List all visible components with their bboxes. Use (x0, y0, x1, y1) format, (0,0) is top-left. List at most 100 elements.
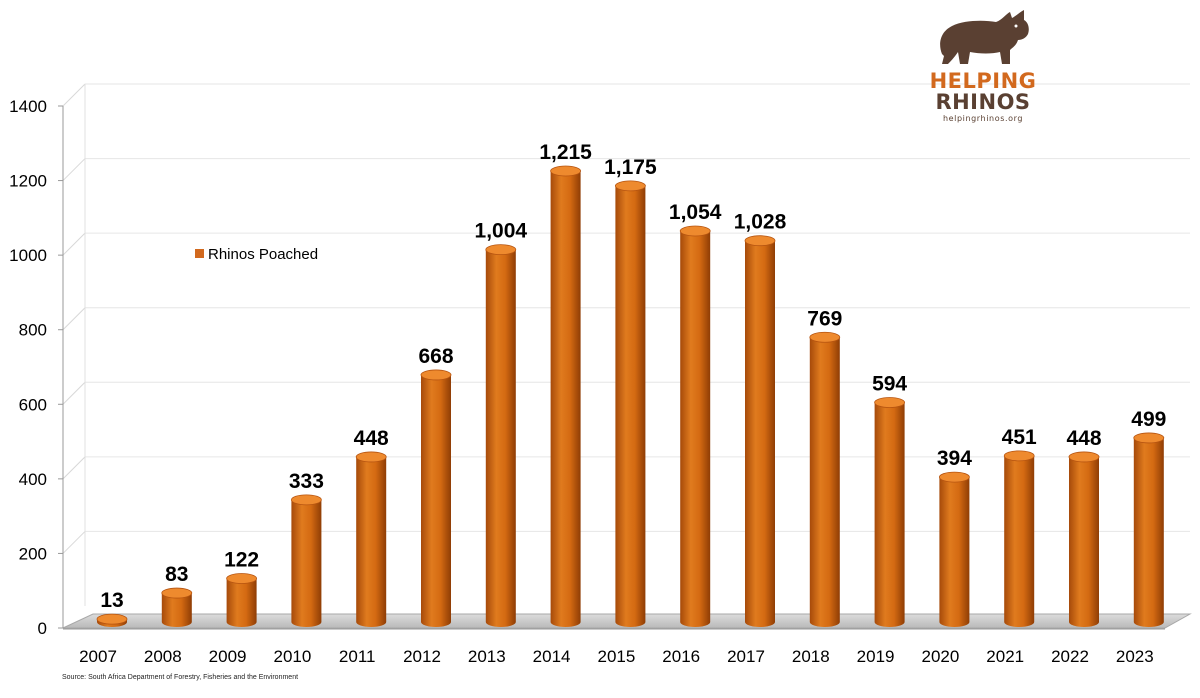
data-label: 394 (937, 447, 972, 470)
data-label: 668 (418, 345, 453, 368)
gridline-diagonal (62, 232, 86, 256)
source-note: Source: South Africa Department of Fores… (62, 674, 299, 681)
bar-body (745, 240, 775, 627)
data-label: 333 (289, 470, 324, 493)
bar (744, 235, 776, 627)
bar-body (680, 231, 711, 627)
x-tick-label: 2009 (209, 647, 247, 666)
bar (1133, 432, 1165, 627)
bar-top (226, 573, 258, 584)
bar (290, 494, 322, 627)
logo-word-helping: HELPING (929, 69, 1037, 93)
y-tick-label: 600 (19, 395, 47, 414)
data-label: 1,054 (669, 201, 722, 224)
bar-body (1004, 455, 1035, 627)
data-label: 448 (1066, 427, 1101, 450)
bar (226, 573, 258, 627)
data-label: 83 (165, 563, 188, 586)
x-tick-label: 2019 (857, 647, 895, 666)
bar (1068, 451, 1100, 627)
bar-top (485, 244, 517, 256)
data-label: 1,215 (539, 141, 592, 164)
bar (550, 165, 581, 627)
bar-top (1003, 450, 1035, 462)
bar (485, 244, 517, 627)
data-label: 13 (100, 589, 123, 612)
x-tick-label: 2011 (339, 647, 376, 666)
data-label: 448 (354, 427, 389, 450)
bar-body (874, 402, 905, 627)
gridline-diagonal (62, 158, 86, 181)
bar (1003, 450, 1035, 627)
gridline-diagonal (62, 307, 86, 331)
bar-body (291, 499, 322, 627)
x-tick-label: 2015 (597, 647, 635, 666)
y-tick-label: 400 (19, 470, 47, 489)
bar (96, 613, 128, 627)
bar-body (1069, 456, 1099, 627)
gridline-diagonal (62, 531, 86, 554)
y-tick-label: 1000 (9, 246, 47, 265)
data-label: 122 (224, 549, 259, 572)
bar-top (809, 331, 841, 343)
bar (679, 225, 711, 627)
logo-url: helpingrhinos.org (942, 114, 1024, 123)
y-axis: 0 200 400 600 800 1000 1200 1400 (9, 97, 64, 638)
data-label: 1,028 (734, 211, 787, 234)
bar-top (1133, 432, 1165, 444)
bar-top (874, 397, 905, 408)
x-tick-label: 2022 (1051, 647, 1089, 666)
x-tick-label: 2008 (144, 647, 182, 666)
rhino-icon (940, 10, 1029, 64)
x-tick-label: 2012 (403, 647, 441, 666)
y-tick-label: 800 (19, 321, 47, 340)
x-axis: 2007 2008 2009 2010 2011 2012 2013 2014 2015 2016… (79, 647, 1154, 666)
x-tick-label: 2018 (792, 647, 830, 666)
bar-top (161, 587, 193, 599)
x-tick-label: 2017 (727, 647, 765, 666)
y-tick-label: 200 (19, 544, 47, 563)
x-tick-label: 2023 (1116, 647, 1154, 666)
data-label: 1,004 (475, 220, 528, 243)
bars (96, 165, 1165, 627)
data-label: 451 (1002, 426, 1037, 449)
gridline-diagonal (62, 381, 86, 405)
bar-top (1068, 451, 1100, 463)
x-tick-label: 2010 (273, 647, 311, 666)
data-label: 1,175 (604, 156, 657, 179)
bar-body (615, 185, 646, 627)
bar (161, 587, 193, 627)
bar-top (744, 235, 776, 247)
x-tick-label: 2016 (662, 647, 700, 666)
x-tick-label: 2013 (468, 647, 506, 666)
data-label: 499 (1131, 408, 1166, 431)
bar-top (615, 180, 646, 192)
bar-top (420, 369, 452, 381)
data-label: 594 (872, 373, 907, 396)
bar-top (550, 165, 581, 177)
y-tick-label: 0 (38, 619, 47, 638)
bar (615, 180, 646, 627)
logo-word-rhinos: RHINOS (935, 90, 1031, 114)
bar-body (226, 578, 257, 627)
legend-swatch (195, 249, 204, 258)
bar-top (290, 494, 322, 506)
y-tick-label: 1200 (9, 172, 47, 191)
bar-body (421, 374, 451, 627)
bar (420, 369, 452, 627)
bar-body (939, 477, 970, 627)
bar-top (355, 451, 387, 463)
bar-top (939, 471, 970, 483)
bar-body (356, 456, 387, 627)
bar (874, 397, 905, 627)
y-tick-label: 1400 (9, 97, 47, 116)
bar-body (485, 249, 516, 627)
x-tick-label: 2020 (921, 647, 959, 666)
x-tick-label: 2014 (533, 647, 571, 666)
data-label: 769 (807, 307, 842, 330)
bar-body (550, 170, 581, 627)
bar-top (679, 225, 711, 237)
x-tick-label: 2007 (79, 647, 117, 666)
gridline-diagonal (62, 456, 86, 480)
